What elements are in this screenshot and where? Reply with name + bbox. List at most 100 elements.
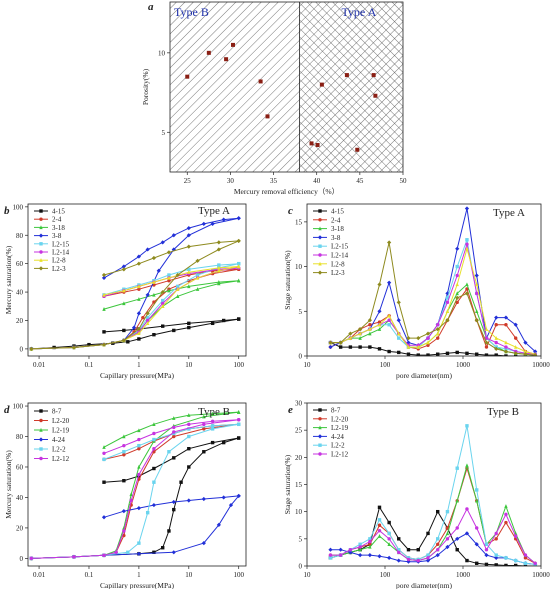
data-point xyxy=(102,292,106,297)
y-tick-label: 40 xyxy=(16,289,24,297)
data-point xyxy=(406,344,411,349)
data-point xyxy=(137,472,141,477)
data-point xyxy=(217,280,221,284)
x-tick-label: 10 xyxy=(304,361,312,369)
data-point xyxy=(152,332,156,337)
data-point xyxy=(136,261,141,266)
legend-label: 4-24 xyxy=(331,433,344,441)
data-point xyxy=(126,340,130,344)
data-point xyxy=(217,263,221,267)
y-tick-label: 0 xyxy=(20,345,24,353)
series-line xyxy=(330,242,536,356)
data-point xyxy=(474,318,479,323)
data-point xyxy=(377,320,382,324)
data-point xyxy=(435,327,440,332)
data-point xyxy=(151,255,157,261)
data-point xyxy=(202,450,206,454)
data-point xyxy=(126,550,130,554)
data-point xyxy=(455,466,459,470)
data-point xyxy=(475,352,479,356)
series-line xyxy=(330,237,536,355)
series-line xyxy=(103,263,239,296)
data-point xyxy=(228,502,234,508)
data-point xyxy=(152,466,156,471)
data-point xyxy=(503,349,509,354)
panel-b: 0.01 0.1 1 10 100 0 20 40 60 80 100 Capillary press… xyxy=(4,203,247,380)
data-point xyxy=(387,537,391,541)
data-point xyxy=(368,539,372,544)
data-point xyxy=(435,553,440,558)
data-point xyxy=(416,344,420,349)
data-point xyxy=(358,553,363,558)
data-point xyxy=(513,534,518,538)
data-point xyxy=(387,323,391,327)
data-point xyxy=(210,419,215,423)
panel-title: Type B xyxy=(487,406,519,418)
legend-label: L2-12 xyxy=(52,455,70,463)
data-point xyxy=(216,240,221,245)
series-line xyxy=(103,217,239,279)
data-point xyxy=(186,498,191,503)
x-tick-label: 0.1 xyxy=(85,571,94,579)
y-tick-label: 25 xyxy=(295,427,303,435)
data-point xyxy=(494,346,499,351)
data-point xyxy=(171,550,176,555)
x-tick-label: 45 xyxy=(356,177,364,185)
data-point xyxy=(186,233,191,238)
data-point xyxy=(348,548,353,552)
data-point xyxy=(377,282,382,287)
legend-label: 2-4 xyxy=(331,216,341,224)
data-point xyxy=(504,347,508,351)
data-point xyxy=(533,353,538,356)
x-tick-label: 0.01 xyxy=(33,571,46,579)
data-point xyxy=(237,317,241,321)
data-point xyxy=(102,445,106,449)
data-point xyxy=(504,323,508,327)
data-point xyxy=(187,427,191,431)
data-point xyxy=(445,296,450,300)
legend-marker xyxy=(318,408,322,412)
data-point xyxy=(436,548,440,552)
legend-label: 4-15 xyxy=(331,208,344,216)
data-point xyxy=(172,416,176,420)
data-point xyxy=(377,327,382,331)
y-tick-label: 15 xyxy=(295,481,303,489)
y-tick-label: 5 xyxy=(299,535,303,543)
data-point xyxy=(101,342,107,347)
series-line xyxy=(31,263,239,350)
x-tick-label: 10000 xyxy=(532,571,550,579)
data-point xyxy=(137,337,141,341)
data-point xyxy=(121,267,126,272)
legend-marker xyxy=(38,437,44,442)
plot-area xyxy=(328,424,538,566)
data-point xyxy=(523,349,528,354)
plot-frame xyxy=(27,402,247,567)
data-point xyxy=(494,315,499,320)
data-point xyxy=(187,267,191,272)
data-point xyxy=(236,493,241,499)
x-tick-label: 100 xyxy=(380,571,391,579)
data-point xyxy=(145,510,150,515)
data-point xyxy=(484,353,489,356)
legend-label: 8-7 xyxy=(52,408,62,416)
data-point xyxy=(445,300,450,305)
data-point xyxy=(152,422,156,427)
data-point xyxy=(145,315,150,320)
x-axis-label: pore diameter(nm) xyxy=(396,371,453,380)
y-tick-label: 10 xyxy=(295,508,303,516)
data-point xyxy=(230,42,235,47)
data-point xyxy=(167,450,171,454)
y-tick-label: 100 xyxy=(13,403,24,411)
data-point xyxy=(465,242,469,246)
plot-frame xyxy=(306,203,542,357)
legend-marker xyxy=(318,244,322,248)
series-line xyxy=(103,423,239,460)
data-point xyxy=(445,526,450,530)
data-point xyxy=(52,345,56,350)
y-tick-label: 20 xyxy=(295,454,303,462)
data-point xyxy=(136,254,141,259)
y-tick-label: 100 xyxy=(13,203,24,211)
legend-marker xyxy=(39,242,43,246)
data-point xyxy=(455,291,459,296)
plot-frame xyxy=(27,203,247,357)
